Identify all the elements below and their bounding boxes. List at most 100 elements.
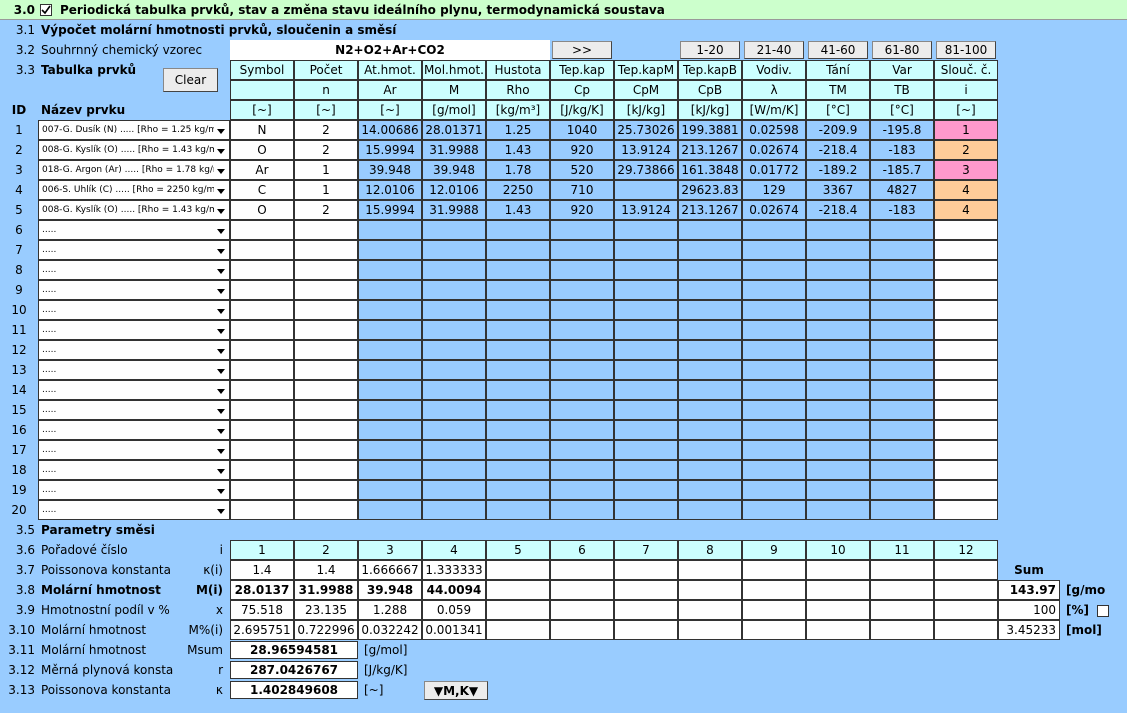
mixture-cell xyxy=(486,620,550,640)
row-id: 2 xyxy=(15,143,23,157)
mixture-cell: 23.135 xyxy=(294,600,358,620)
table-cell xyxy=(678,480,742,500)
table-cell: 29623.83 xyxy=(678,180,742,200)
element-select[interactable]: ..... xyxy=(38,480,230,500)
dropdown-arrow[interactable] xyxy=(214,283,228,298)
dropdown-arrow[interactable] xyxy=(214,243,228,258)
dropdown-arrow[interactable] xyxy=(214,123,228,138)
table-cell: 31.9988 xyxy=(422,200,486,220)
dropdown-arrow[interactable] xyxy=(214,423,228,438)
checkbox[interactable] xyxy=(40,4,52,16)
table-cell xyxy=(934,420,998,440)
table-cell xyxy=(230,360,294,380)
sum-cell: 100 xyxy=(998,600,1060,620)
element-select[interactable]: ..... xyxy=(38,240,230,260)
dropdown-arrow[interactable] xyxy=(214,143,228,158)
dropdown-arrow[interactable] xyxy=(214,223,228,238)
element-select[interactable]: ..... xyxy=(38,320,230,340)
range-button[interactable]: 21-40 xyxy=(744,41,804,59)
dropdown-arrow[interactable] xyxy=(214,183,228,198)
dropdown-arrow[interactable] xyxy=(214,483,228,498)
mixture-cell: 3 xyxy=(358,540,422,560)
table-cell xyxy=(742,480,806,500)
element-select[interactable]: 008-G. Kyslík (O) ..... [Rho = 1.43 kg/m xyxy=(38,140,230,160)
formula-button[interactable]: >> xyxy=(552,41,612,59)
table-cell: O xyxy=(230,140,294,160)
table-cell xyxy=(934,240,998,260)
element-select[interactable]: ..... xyxy=(38,260,230,280)
column-unit: [~] xyxy=(230,100,294,120)
dropdown-arrow[interactable] xyxy=(214,343,228,358)
table-cell xyxy=(614,180,678,200)
table-cell xyxy=(870,360,934,380)
range-button[interactable]: 61-80 xyxy=(872,41,932,59)
checkbox[interactable] xyxy=(1097,605,1109,617)
element-select[interactable]: ..... xyxy=(38,340,230,360)
dropdown-arrow[interactable] xyxy=(214,203,228,218)
table-cell xyxy=(230,500,294,520)
element-select[interactable]: ..... xyxy=(38,420,230,440)
element-select[interactable]: ..... xyxy=(38,400,230,420)
dropdown-arrow[interactable] xyxy=(214,163,228,178)
mk-button[interactable]: ▼M,K▼ xyxy=(424,681,488,700)
table-cell xyxy=(550,260,614,280)
dropdown-arrow[interactable] xyxy=(214,383,228,398)
dropdown-arrow[interactable] xyxy=(214,463,228,478)
table-cell xyxy=(422,400,486,420)
dropdown-arrow[interactable] xyxy=(214,363,228,378)
dropdown-arrow[interactable] xyxy=(214,323,228,338)
table-cell xyxy=(422,360,486,380)
row-id: 13 xyxy=(11,363,27,377)
row-id: 5 xyxy=(15,203,23,217)
dropdown-arrow[interactable] xyxy=(214,303,228,318)
table-cell xyxy=(806,380,870,400)
element-select[interactable]: ..... xyxy=(38,220,230,240)
table-cell xyxy=(358,320,422,340)
table-cell xyxy=(742,340,806,360)
element-select[interactable]: 008-G. Kyslík (O) ..... [Rho = 1.43 kg/m xyxy=(38,200,230,220)
range-button[interactable]: 1-20 xyxy=(680,41,740,59)
table-cell xyxy=(358,460,422,480)
range-button[interactable]: 41-60 xyxy=(808,41,868,59)
dropdown-arrow[interactable] xyxy=(214,443,228,458)
dropdown-arrow[interactable] xyxy=(214,503,228,518)
dropdown-arrow[interactable] xyxy=(214,263,228,278)
row-symbol: M(i) xyxy=(195,583,223,597)
table-cell xyxy=(358,380,422,400)
sum-header: Sum xyxy=(1014,563,1044,577)
element-select[interactable]: ..... xyxy=(38,440,230,460)
result-value: 28.96594581 xyxy=(230,641,358,659)
result-unit: [~] xyxy=(364,683,384,697)
table-cell: 14.00686 xyxy=(358,120,422,140)
table-cell: 1 xyxy=(934,120,998,140)
column-name: Tep.kap xyxy=(550,60,614,80)
table-cell xyxy=(550,460,614,480)
table-cell xyxy=(806,360,870,380)
table-cell xyxy=(422,500,486,520)
table-cell: 4 xyxy=(934,180,998,200)
header-title: Periodická tabulka prvků, stav a změna s… xyxy=(60,3,665,17)
element-select[interactable]: 007-G. Dusík (N) ..... [Rho = 1.25 kg/m³ xyxy=(38,120,230,140)
element-select[interactable]: ..... xyxy=(38,500,230,520)
table-cell xyxy=(550,480,614,500)
table-cell: 2 xyxy=(294,200,358,220)
element-select[interactable]: ..... xyxy=(38,300,230,320)
table-cell xyxy=(870,320,934,340)
table-cell: 161.3848 xyxy=(678,160,742,180)
element-select[interactable]: ..... xyxy=(38,360,230,380)
row-id: 12 xyxy=(11,343,27,357)
element-select[interactable]: ..... xyxy=(38,280,230,300)
table-cell xyxy=(230,440,294,460)
dropdown-arrow[interactable] xyxy=(214,403,228,418)
row-label: Hmotnostní podíl v % xyxy=(41,603,170,617)
clear-button[interactable]: Clear xyxy=(163,68,218,92)
element-select[interactable]: ..... xyxy=(38,460,230,480)
table-cell xyxy=(614,320,678,340)
table-cell xyxy=(934,360,998,380)
table-cell xyxy=(742,500,806,520)
element-select[interactable]: 006-S. Uhlík (C) ..... [Rho = 2250 kg/m³ xyxy=(38,180,230,200)
range-button[interactable]: 81-100 xyxy=(936,41,996,59)
table-cell: -209.9 xyxy=(806,120,870,140)
element-select[interactable]: ..... xyxy=(38,380,230,400)
element-select[interactable]: 018-G. Argon (Ar) ..... [Rho = 1.78 kg/m… xyxy=(38,160,230,180)
